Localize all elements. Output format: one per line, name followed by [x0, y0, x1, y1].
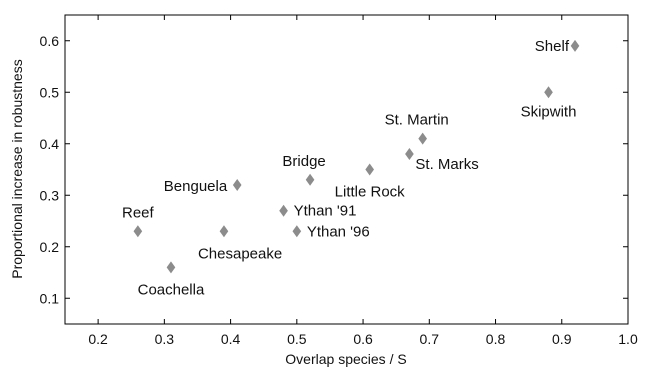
y-axis-title: Proportional increase in robustness — [9, 59, 25, 278]
point-label: Ythan '91 — [294, 203, 357, 220]
x-tick-label: 0.5 — [287, 331, 307, 347]
data-point — [166, 261, 176, 274]
data-point — [292, 225, 302, 238]
point-label: Shelf — [535, 38, 570, 55]
x-tick-label: 0.3 — [155, 331, 175, 347]
y-tick-label: 0.2 — [40, 239, 60, 255]
y-tick-label: 0.3 — [40, 187, 60, 203]
x-tick-label: 0.7 — [420, 331, 440, 347]
point-label: Benguela — [164, 178, 228, 195]
data-point — [305, 173, 315, 186]
point-label: Reef — [122, 204, 155, 221]
data-point — [219, 225, 229, 238]
point-label: Skipwith — [521, 103, 577, 120]
x-tick-label: 0.8 — [486, 331, 506, 347]
data-point — [418, 132, 427, 145]
point-label: Little Rock — [335, 184, 406, 201]
y-ticks: 0.1 0.2 0.3 0.4 0.5 0.6 — [40, 33, 628, 306]
x-axis-title: Overlap species / S — [285, 351, 406, 367]
point-label: St. Marks — [415, 156, 478, 173]
data-point — [232, 178, 242, 191]
point-label: Ythan '96 — [307, 223, 370, 240]
point-label: Coachella — [138, 281, 205, 298]
y-tick-label: 0.4 — [40, 136, 60, 152]
point-label: Chesapeake — [198, 245, 282, 262]
axes — [64, 14, 629, 325]
y-tick-label: 0.1 — [40, 290, 60, 306]
data-point — [365, 163, 375, 176]
plot-frame — [64, 14, 629, 325]
x-tick-label: 0.2 — [88, 331, 108, 347]
y-tick-label: 0.5 — [40, 84, 60, 100]
data-point — [405, 148, 414, 161]
y-tick-label: 0.6 — [40, 33, 60, 49]
data-point — [544, 86, 553, 99]
point-label: Bridge — [282, 153, 325, 170]
x-tick-label: 0.4 — [221, 331, 241, 347]
data-point — [133, 225, 143, 238]
x-tick-label: 0.9 — [552, 331, 572, 347]
point-labels: Shelf Skipwith St. Martin St. Marks Little R… — [122, 38, 576, 298]
x-tick-label: 0.6 — [353, 331, 373, 347]
data-point — [570, 39, 580, 52]
data-points — [133, 39, 580, 274]
point-label: St. Martin — [385, 112, 449, 129]
x-ticks: 0.2 0.3 0.4 0.5 0.6 0.7 0.8 0.9 1.0 — [88, 15, 638, 347]
data-point — [279, 204, 288, 217]
x-tick-label: 1.0 — [618, 331, 638, 347]
